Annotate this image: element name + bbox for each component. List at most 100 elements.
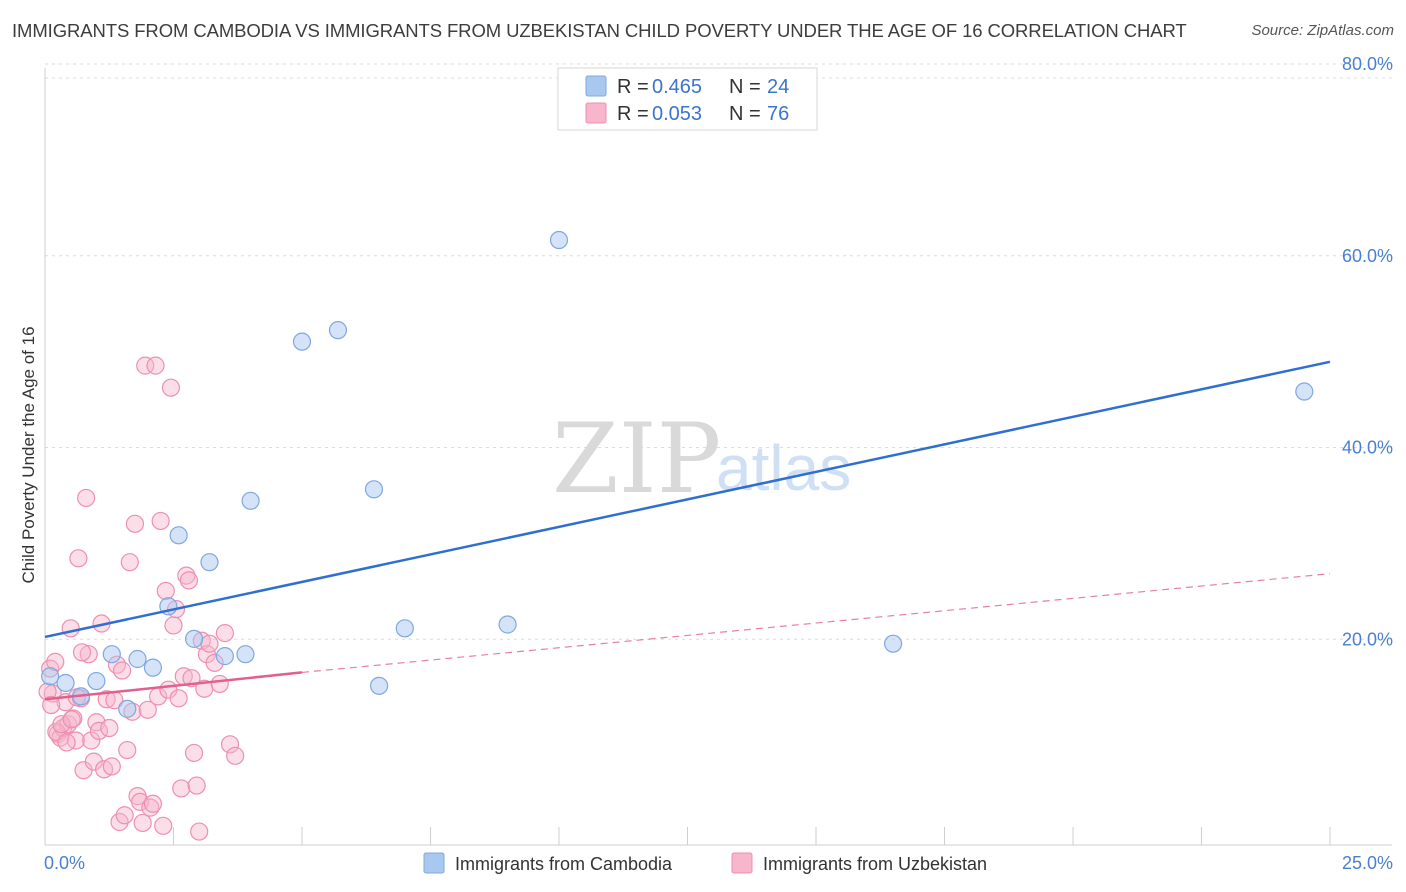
- legend-n-label-1: N =: [729, 76, 761, 98]
- cambodia-point: [128, 649, 147, 669]
- cambodia-point: [241, 491, 260, 510]
- uzbekistan-point: [52, 715, 71, 734]
- uzbekistan-point: [42, 695, 61, 715]
- legend-r-label-2: R =: [617, 103, 649, 125]
- cambodia-point: [118, 699, 137, 718]
- legend-r-value-2: 0.053: [652, 103, 702, 125]
- cambodia-trend-line: [44, 360, 1331, 639]
- legend-n-label-2: N =: [729, 103, 761, 125]
- uzbekistan-point: [79, 645, 98, 664]
- cambodia-point: [56, 673, 75, 693]
- y-tick-label: 20.0%: [1342, 629, 1393, 649]
- uzbekistan-point: [164, 616, 183, 635]
- legend-n-value-1: 24: [767, 76, 789, 98]
- grid-lines: [45, 63, 1392, 640]
- uzbekistan-point: [120, 553, 139, 572]
- legend-swatch-uzbekistan: [585, 102, 607, 124]
- uzbekistan-point: [190, 822, 209, 841]
- trend-lines: [44, 360, 1331, 701]
- uzbekistan-point: [133, 813, 152, 833]
- uzbekistan-point: [115, 806, 134, 825]
- watermark-zip: ZIP: [552, 403, 721, 515]
- uzbekistan-point: [89, 721, 109, 741]
- uzbekistan-point: [57, 733, 76, 752]
- uzbekistan-point: [210, 674, 229, 694]
- uzbekistan-trend-line-solid: [44, 671, 303, 701]
- cambodia-point: [200, 553, 219, 572]
- cambodia-point: [549, 230, 569, 250]
- x-tick-label: 25.0%: [1342, 853, 1393, 873]
- uzbekistan-point: [179, 571, 199, 590]
- uzbekistan-point: [82, 731, 101, 750]
- cambodia-point: [292, 332, 312, 351]
- uzbekistan-point: [146, 356, 165, 375]
- uzbekistan-point: [100, 718, 119, 738]
- cambodia-point: [236, 645, 255, 664]
- uzbekistan-point: [77, 488, 96, 508]
- cambodia-point: [143, 658, 163, 677]
- uzbekistan-point: [215, 624, 234, 643]
- cambodia-point: [364, 480, 384, 499]
- bottom-legend-swatch-uzbekistan: [731, 852, 753, 874]
- legend-r-value-1: 0.465: [652, 76, 702, 98]
- bottom-legend-label-cambodia: Immigrants from Cambodia: [455, 854, 673, 874]
- cambodia-point: [328, 321, 348, 340]
- uzbekistan-trend-line-dashed: [301, 573, 1331, 674]
- x-tick-labels: 0.0% 25.0%: [44, 853, 1393, 873]
- uzbekistan-point: [72, 643, 92, 662]
- uzbekistan-point: [102, 757, 121, 776]
- cambodia-point: [395, 619, 414, 638]
- uzbekistan-point: [112, 661, 132, 680]
- chart-title: IMMIGRANTS FROM CAMBODIA VS IMMIGRANTS F…: [12, 20, 1187, 41]
- uzbekistan-point: [97, 690, 116, 709]
- uzbekistan-point: [61, 619, 80, 638]
- uzbekistan-point: [184, 743, 204, 763]
- y-tick-labels: 20.0% 40.0% 60.0% 80.0%: [1342, 54, 1393, 649]
- cambodia-point: [87, 671, 106, 691]
- cambodia-point: [215, 647, 234, 666]
- uzbekistan-point: [187, 776, 206, 795]
- cambodia-point: [102, 645, 121, 664]
- legend-swatch-cambodia: [585, 75, 607, 97]
- uzbekistan-point: [69, 549, 88, 568]
- uzbekistan-point: [125, 514, 145, 533]
- uzbekistan-point: [200, 634, 219, 653]
- uzbekistan-point: [156, 581, 175, 601]
- uzbekistan-point: [138, 700, 157, 719]
- cambodia-point: [498, 615, 517, 634]
- series-legend: Immigrants from Cambodia Immigrants from…: [423, 852, 987, 874]
- uzbekistan-point: [84, 752, 103, 771]
- source-label: Source: ZipAtlas.com: [1251, 22, 1394, 39]
- cambodia-point: [41, 667, 60, 686]
- legend-n-value-2: 76: [767, 103, 789, 125]
- uzbekistan-point: [169, 689, 188, 708]
- legend-r-label-1: R =: [617, 76, 649, 98]
- cambodia-point: [169, 526, 188, 545]
- uzbekistan-point: [143, 794, 163, 813]
- uzbekistan-point: [118, 740, 137, 760]
- y-tick-label: 60.0%: [1342, 246, 1393, 266]
- uzbekistan-point: [154, 816, 173, 835]
- uzbekistan-point: [151, 511, 170, 531]
- bottom-legend-swatch-cambodia: [423, 852, 445, 874]
- axes: [44, 68, 1392, 846]
- uzbekistan-points: [38, 356, 245, 841]
- watermark: ZIP atlas: [552, 403, 851, 515]
- cambodia-point: [184, 629, 204, 648]
- y-tick-label: 80.0%: [1342, 54, 1393, 74]
- uzbekistan-point: [62, 710, 81, 729]
- correlation-legend: R = 0.465 N = 24 R = 0.053 N = 76: [557, 67, 818, 131]
- uzbekistan-point: [220, 735, 240, 754]
- y-tick-label: 40.0%: [1342, 438, 1393, 458]
- cambodia-point: [370, 676, 389, 695]
- uzbekistan-point: [177, 566, 196, 585]
- uzbekistan-point: [172, 779, 191, 798]
- cambodia-point: [1295, 382, 1314, 401]
- uzbekistan-point: [161, 378, 181, 397]
- uzbekistan-point: [64, 709, 83, 728]
- bottom-legend-label-uzbekistan: Immigrants from Uzbekistan: [763, 854, 987, 874]
- x-tick-label: 0.0%: [44, 853, 85, 873]
- uzbekistan-point: [136, 356, 155, 375]
- y-axis-label: Child Poverty Under the Age of 16: [19, 326, 38, 583]
